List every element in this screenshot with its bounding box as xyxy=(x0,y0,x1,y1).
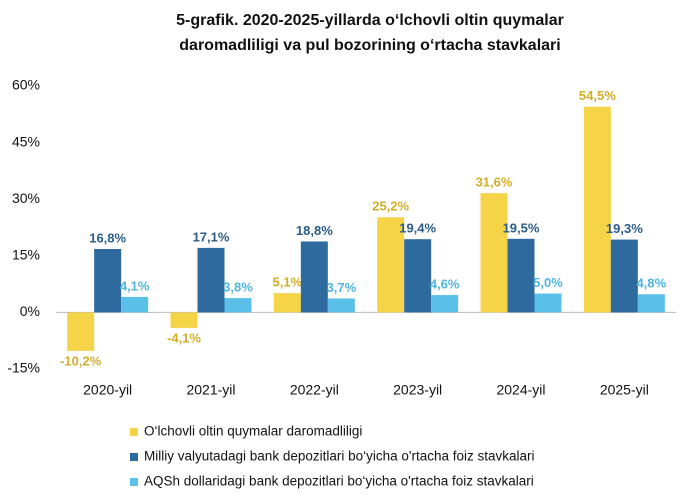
value-label: 19,4% xyxy=(399,221,436,236)
value-label: 4,8% xyxy=(637,276,667,291)
bar xyxy=(583,106,611,313)
value-label: 17,1% xyxy=(193,229,230,244)
chart-title: 5-grafik. 2020-2025-yillarda o‘lchovli o… xyxy=(176,12,564,54)
x-tick-label: 2022-yil xyxy=(290,382,339,398)
value-label: 4,6% xyxy=(430,276,460,291)
y-tick-label: 60% xyxy=(12,77,40,93)
value-label: 31,6% xyxy=(476,175,513,190)
value-label: 19,3% xyxy=(606,221,643,236)
y-tick-label: 15% xyxy=(12,247,40,263)
value-label: 5,0% xyxy=(533,275,563,290)
bar xyxy=(224,298,252,313)
y-tick-label: 45% xyxy=(12,133,40,149)
y-tick-label: 0% xyxy=(20,303,40,319)
bar xyxy=(67,312,95,351)
y-tick-label: 30% xyxy=(12,190,40,206)
x-tick-label: 2021-yil xyxy=(186,382,235,398)
bar xyxy=(480,193,508,313)
value-label: 3,7% xyxy=(327,280,357,295)
bar xyxy=(197,247,225,313)
bar xyxy=(507,238,535,313)
value-label: 19,5% xyxy=(503,220,540,235)
value-label: 5,1% xyxy=(273,275,303,290)
value-label: 54,5% xyxy=(579,88,616,103)
bar xyxy=(377,217,405,313)
bar xyxy=(404,239,432,313)
bar xyxy=(300,241,328,313)
bar xyxy=(94,249,122,313)
legend-label: AQSh dollaridagi bank depozitlari bo‘yic… xyxy=(144,474,534,489)
legend-swatch xyxy=(130,428,138,436)
legend-label: Milliy valyutadagi bank depozitlari bo‘y… xyxy=(144,449,535,464)
y-tick-label: -15% xyxy=(7,360,40,376)
bar xyxy=(637,294,665,313)
value-label: -10,2% xyxy=(60,353,102,368)
bar xyxy=(534,293,562,313)
value-label: 25,2% xyxy=(372,199,409,214)
legend-swatch xyxy=(130,453,138,461)
bar xyxy=(170,312,198,328)
value-label: 16,8% xyxy=(89,230,126,245)
value-label: 4,1% xyxy=(120,278,150,293)
x-tick-label: 2025-yil xyxy=(600,382,649,398)
value-label: -4,1% xyxy=(167,330,201,345)
bar xyxy=(431,295,459,313)
legend-swatch xyxy=(130,478,138,486)
x-tick-label: 2020-yil xyxy=(83,382,132,398)
bar xyxy=(610,239,638,313)
bar xyxy=(121,296,149,313)
legend-label: O‘lchovli oltin quymalar daromadliligi xyxy=(144,424,362,439)
bar xyxy=(273,293,301,313)
bar xyxy=(327,298,355,313)
value-label: 3,8% xyxy=(223,279,253,294)
value-label: 18,8% xyxy=(296,223,333,238)
x-tick-label: 2023-yil xyxy=(393,382,442,398)
x-tick-label: 2024-yil xyxy=(496,382,545,398)
